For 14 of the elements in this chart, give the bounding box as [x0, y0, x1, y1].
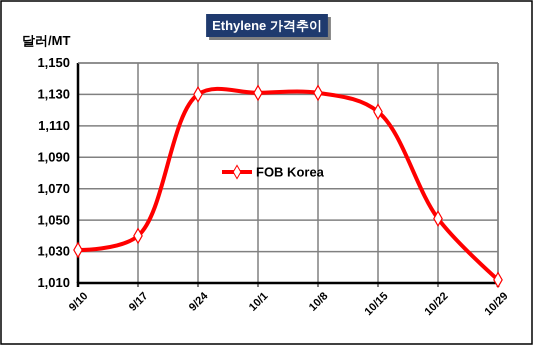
y-tick-label: 1,050: [37, 212, 70, 228]
y-tick-label: 1,130: [37, 86, 70, 102]
x-tick-label: 10/1: [246, 290, 271, 314]
y-axis-title: 달러/MT: [22, 33, 70, 48]
y-tick-label: 1,030: [37, 244, 70, 259]
x-tick-label: 9/10: [66, 290, 91, 314]
chart-title: Ethylene 가격추이: [212, 18, 322, 33]
y-tick-label: 1,090: [37, 149, 70, 164]
y-tick-label: 1,070: [37, 180, 70, 196]
legend-label: FOB Korea: [256, 164, 325, 180]
y-tick-label: 1,010: [37, 275, 70, 290]
y-tick-label: 1,110: [38, 118, 70, 134]
x-tick-label: 9/24: [186, 290, 212, 314]
y-tick-label: 1,150: [37, 55, 70, 70]
